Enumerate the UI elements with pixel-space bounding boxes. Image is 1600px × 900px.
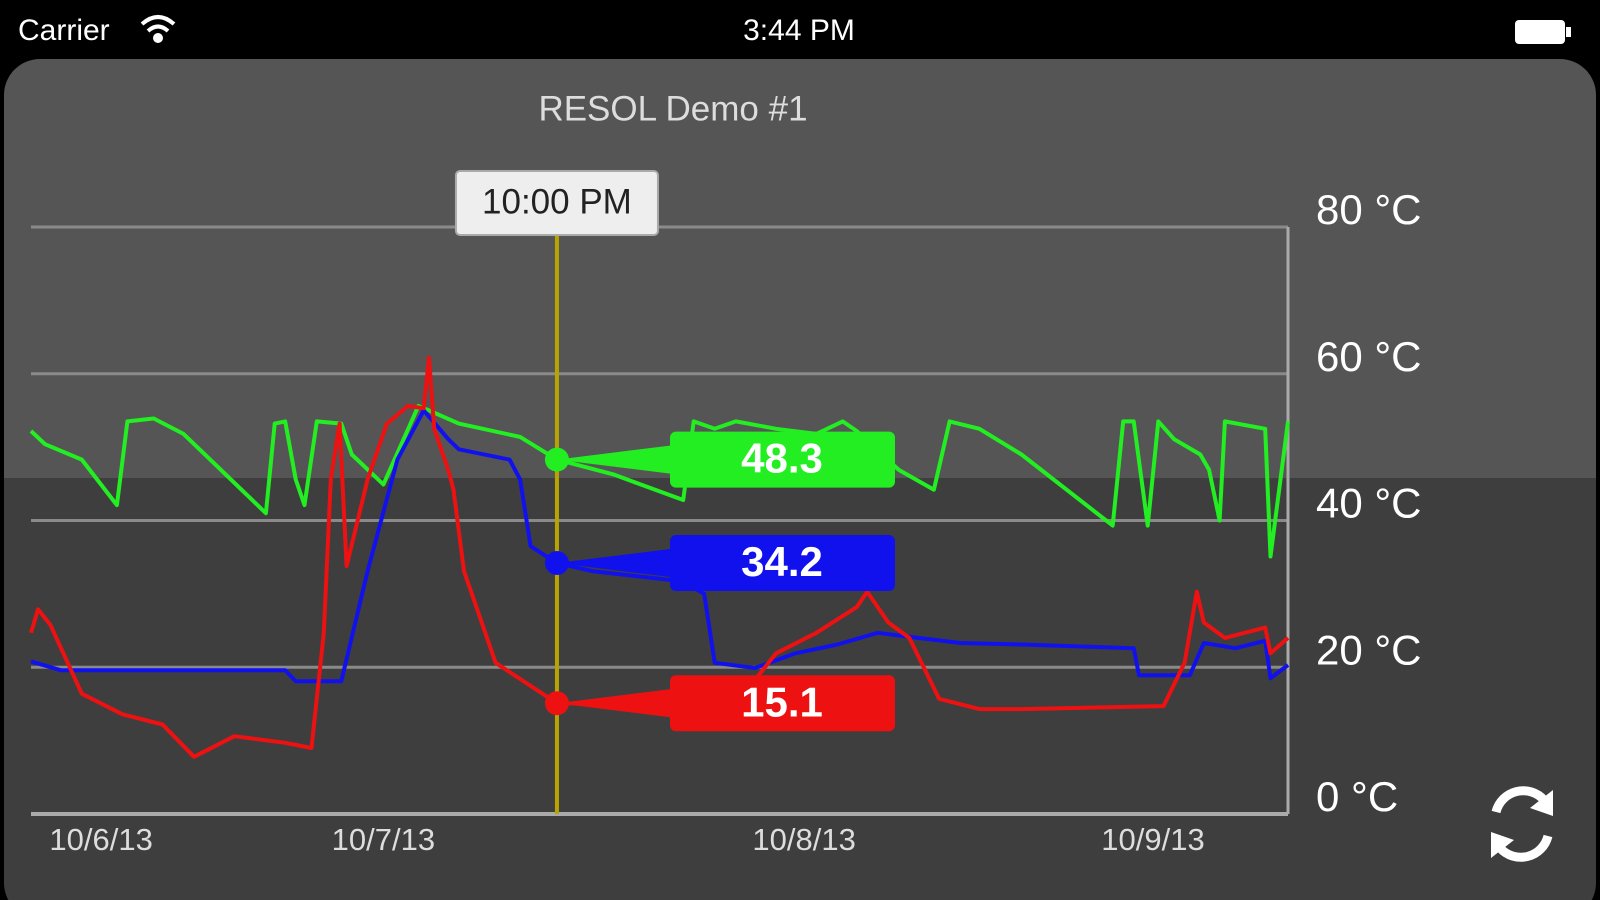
- battery-icon: [1515, 20, 1571, 44]
- series-line: [29, 355, 1290, 759]
- chart-title: RESOL Demo #1: [538, 89, 807, 128]
- clock: 3:44 PM: [743, 14, 855, 47]
- value-pointer: [556, 549, 670, 578]
- y-tick-label: 40 °C: [1316, 480, 1422, 527]
- value-label: 15.1: [741, 678, 823, 725]
- x-tick-label: 10/7/13: [332, 822, 435, 857]
- y-tick-label: 80 °C: [1316, 186, 1422, 233]
- value-pointer: [556, 445, 670, 474]
- x-tick-label: 10/6/13: [49, 822, 152, 857]
- panel-top: [4, 59, 1596, 479]
- refresh-button[interactable]: [1491, 786, 1553, 862]
- y-tick-label: 20 °C: [1316, 626, 1422, 673]
- value-box: [670, 431, 895, 488]
- y-tick-label: 0 °C: [1316, 773, 1398, 820]
- value-box: [670, 535, 895, 592]
- x-tick-label: 10/9/13: [1101, 822, 1204, 857]
- y-tick-label: 60 °C: [1316, 333, 1422, 380]
- value-pointer: [556, 689, 670, 718]
- value-label: 48.3: [741, 435, 823, 482]
- value-box: [670, 675, 895, 732]
- wifi-icon: [140, 15, 176, 43]
- cursor-point: [544, 691, 569, 716]
- cursor-label-box: [454, 170, 659, 236]
- cursor-point: [544, 551, 569, 576]
- value-label: 34.2: [741, 538, 823, 585]
- plot: 0 °C 20 °C 40 °C 60 °C 80 °C 10/6/13 10/7/13 10…: [29, 170, 1422, 857]
- cursor-point: [544, 447, 569, 472]
- carrier: Carrier: [18, 14, 110, 47]
- series-line: [30, 408, 1290, 684]
- x-tick-label: 10/8/13: [752, 822, 855, 857]
- cursor-label: 10:00 PM: [482, 182, 632, 221]
- series-line: [29, 404, 1290, 559]
